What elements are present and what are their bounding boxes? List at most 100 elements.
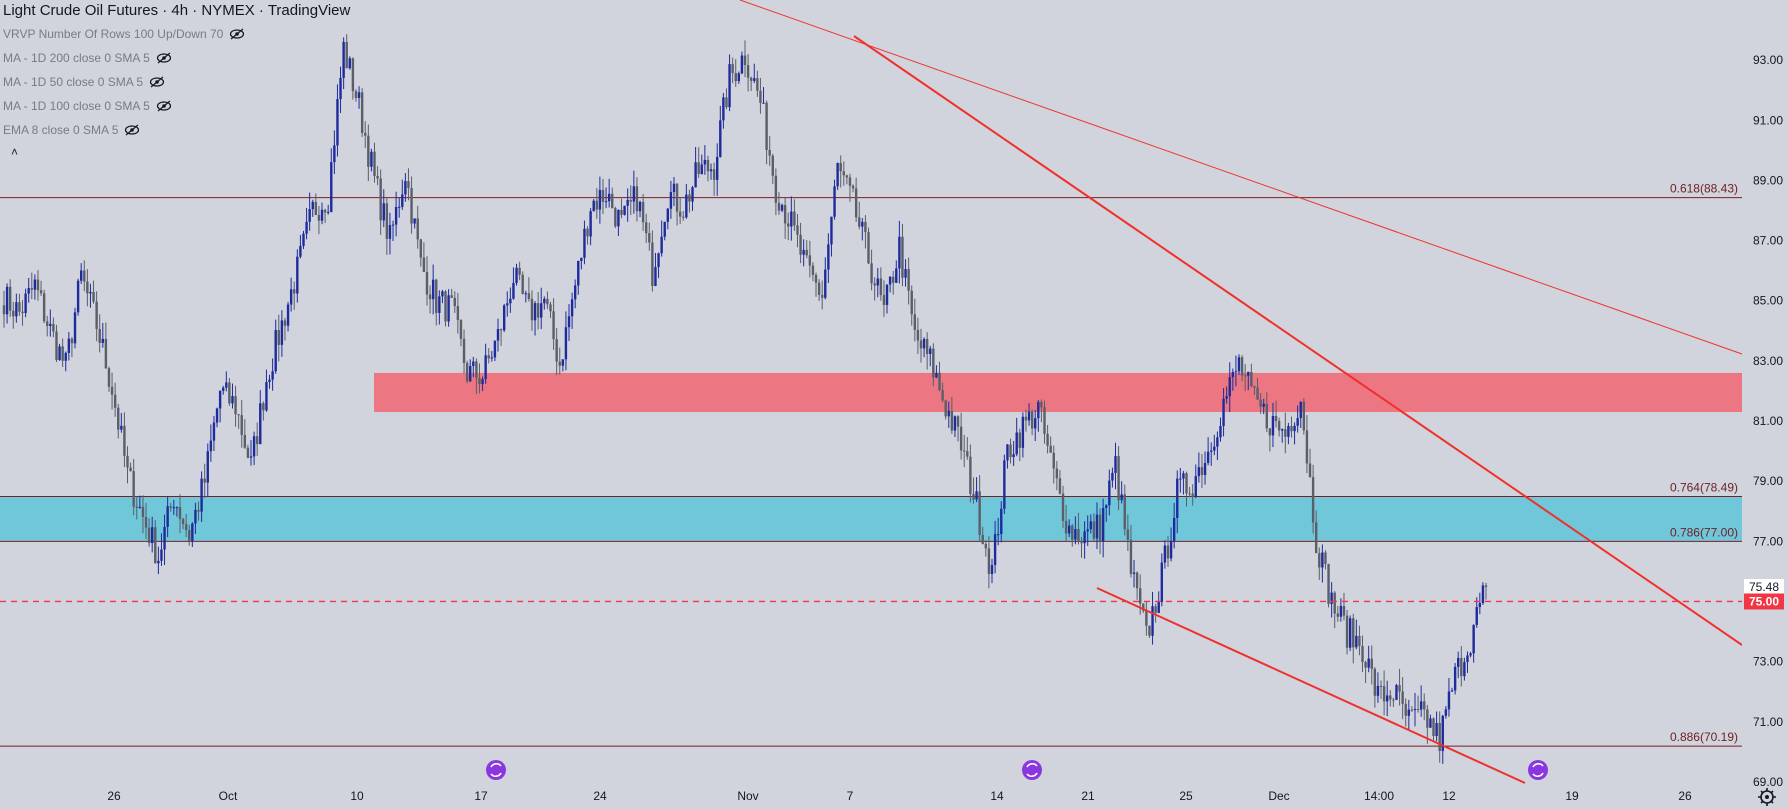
candle[interactable] <box>141 495 145 534</box>
candle[interactable] <box>1475 597 1478 628</box>
candle[interactable] <box>753 63 756 84</box>
candle[interactable] <box>706 155 710 182</box>
candle[interactable] <box>27 277 30 303</box>
candle[interactable] <box>512 267 515 300</box>
candle[interactable] <box>1478 592 1482 615</box>
candle[interactable] <box>1361 635 1364 673</box>
indicator-row[interactable]: EMA 8 close 0 SMA 5 <box>3 118 350 142</box>
candle[interactable] <box>339 66 342 114</box>
candle[interactable] <box>1067 519 1071 538</box>
candle[interactable] <box>654 252 657 287</box>
candle[interactable] <box>1296 405 1299 433</box>
candle[interactable] <box>570 292 574 329</box>
candle[interactable] <box>1302 397 1306 435</box>
candle[interactable] <box>1271 402 1275 448</box>
candle[interactable] <box>836 162 839 191</box>
candle[interactable] <box>1194 464 1197 499</box>
candle[interactable] <box>805 240 808 259</box>
candle[interactable] <box>351 57 355 100</box>
candle[interactable] <box>1392 697 1395 707</box>
candle[interactable] <box>555 328 558 376</box>
candle[interactable] <box>916 317 920 354</box>
candle[interactable] <box>478 363 481 394</box>
candle[interactable] <box>1453 663 1457 695</box>
candle[interactable] <box>950 397 954 434</box>
candle[interactable] <box>370 148 373 172</box>
channel-lower-trendline[interactable] <box>1096 587 1526 784</box>
candle[interactable] <box>83 260 86 292</box>
candle[interactable] <box>1034 409 1037 442</box>
candle[interactable] <box>1089 514 1092 534</box>
candle[interactable] <box>901 223 904 287</box>
candle[interactable] <box>858 201 861 230</box>
candle[interactable] <box>1314 510 1318 554</box>
candle[interactable] <box>5 283 9 324</box>
candle[interactable] <box>225 371 228 392</box>
candle[interactable] <box>1472 624 1475 663</box>
candle[interactable] <box>200 471 203 522</box>
candle[interactable] <box>666 208 670 230</box>
candle[interactable] <box>120 412 123 433</box>
candle[interactable] <box>595 187 598 219</box>
candle[interactable] <box>728 54 731 112</box>
candle[interactable] <box>1108 469 1111 516</box>
candle[interactable] <box>18 293 21 316</box>
candle[interactable] <box>712 162 716 196</box>
candle[interactable] <box>104 322 108 369</box>
candle[interactable] <box>79 263 83 285</box>
candle[interactable] <box>283 317 287 341</box>
candle[interactable] <box>759 77 762 114</box>
candle[interactable] <box>1481 582 1485 605</box>
candle[interactable] <box>1105 504 1108 522</box>
candle[interactable] <box>234 385 237 427</box>
candle[interactable] <box>648 222 651 251</box>
candle[interactable] <box>1058 470 1062 495</box>
candle[interactable] <box>413 218 416 229</box>
candle[interactable] <box>577 260 580 295</box>
candle[interactable] <box>129 462 132 472</box>
candle[interactable] <box>401 179 404 210</box>
candle[interactable] <box>21 300 24 326</box>
candle[interactable] <box>1413 692 1417 727</box>
candle[interactable] <box>252 431 256 466</box>
candle[interactable] <box>969 444 972 503</box>
candle[interactable] <box>1401 677 1404 720</box>
candle[interactable] <box>768 136 771 166</box>
candle[interactable] <box>441 289 444 304</box>
candle[interactable] <box>1083 521 1086 559</box>
candle[interactable] <box>302 230 305 249</box>
candle[interactable] <box>1126 514 1130 552</box>
candle[interactable] <box>932 343 935 387</box>
candle[interactable] <box>799 222 802 264</box>
candle[interactable] <box>33 274 37 300</box>
candle[interactable] <box>722 92 725 129</box>
candle[interactable] <box>1228 362 1231 413</box>
support-zone[interactable] <box>0 496 1742 542</box>
candle[interactable] <box>638 200 642 218</box>
candle[interactable] <box>913 298 917 342</box>
candle[interactable] <box>422 242 426 273</box>
candle[interactable] <box>231 383 234 409</box>
candle[interactable] <box>845 174 849 185</box>
candle[interactable] <box>481 376 484 392</box>
candle[interactable] <box>1176 470 1179 534</box>
candle[interactable] <box>700 154 703 175</box>
candle[interactable] <box>240 400 243 448</box>
candle[interactable] <box>1379 680 1383 699</box>
candle[interactable] <box>76 278 80 316</box>
candle[interactable] <box>1185 471 1188 507</box>
candle[interactable] <box>645 213 648 243</box>
candle[interactable] <box>518 261 521 281</box>
candle[interactable] <box>425 256 429 306</box>
candle[interactable] <box>70 337 74 358</box>
candle[interactable] <box>540 287 543 330</box>
candle[interactable] <box>181 517 185 530</box>
candle[interactable] <box>580 257 583 270</box>
candle[interactable] <box>280 310 284 357</box>
candle[interactable] <box>1339 598 1343 622</box>
candle[interactable] <box>197 501 200 521</box>
candle[interactable] <box>255 422 259 456</box>
candle[interactable] <box>163 514 166 566</box>
candle[interactable] <box>530 290 534 331</box>
candle[interactable] <box>941 382 944 403</box>
